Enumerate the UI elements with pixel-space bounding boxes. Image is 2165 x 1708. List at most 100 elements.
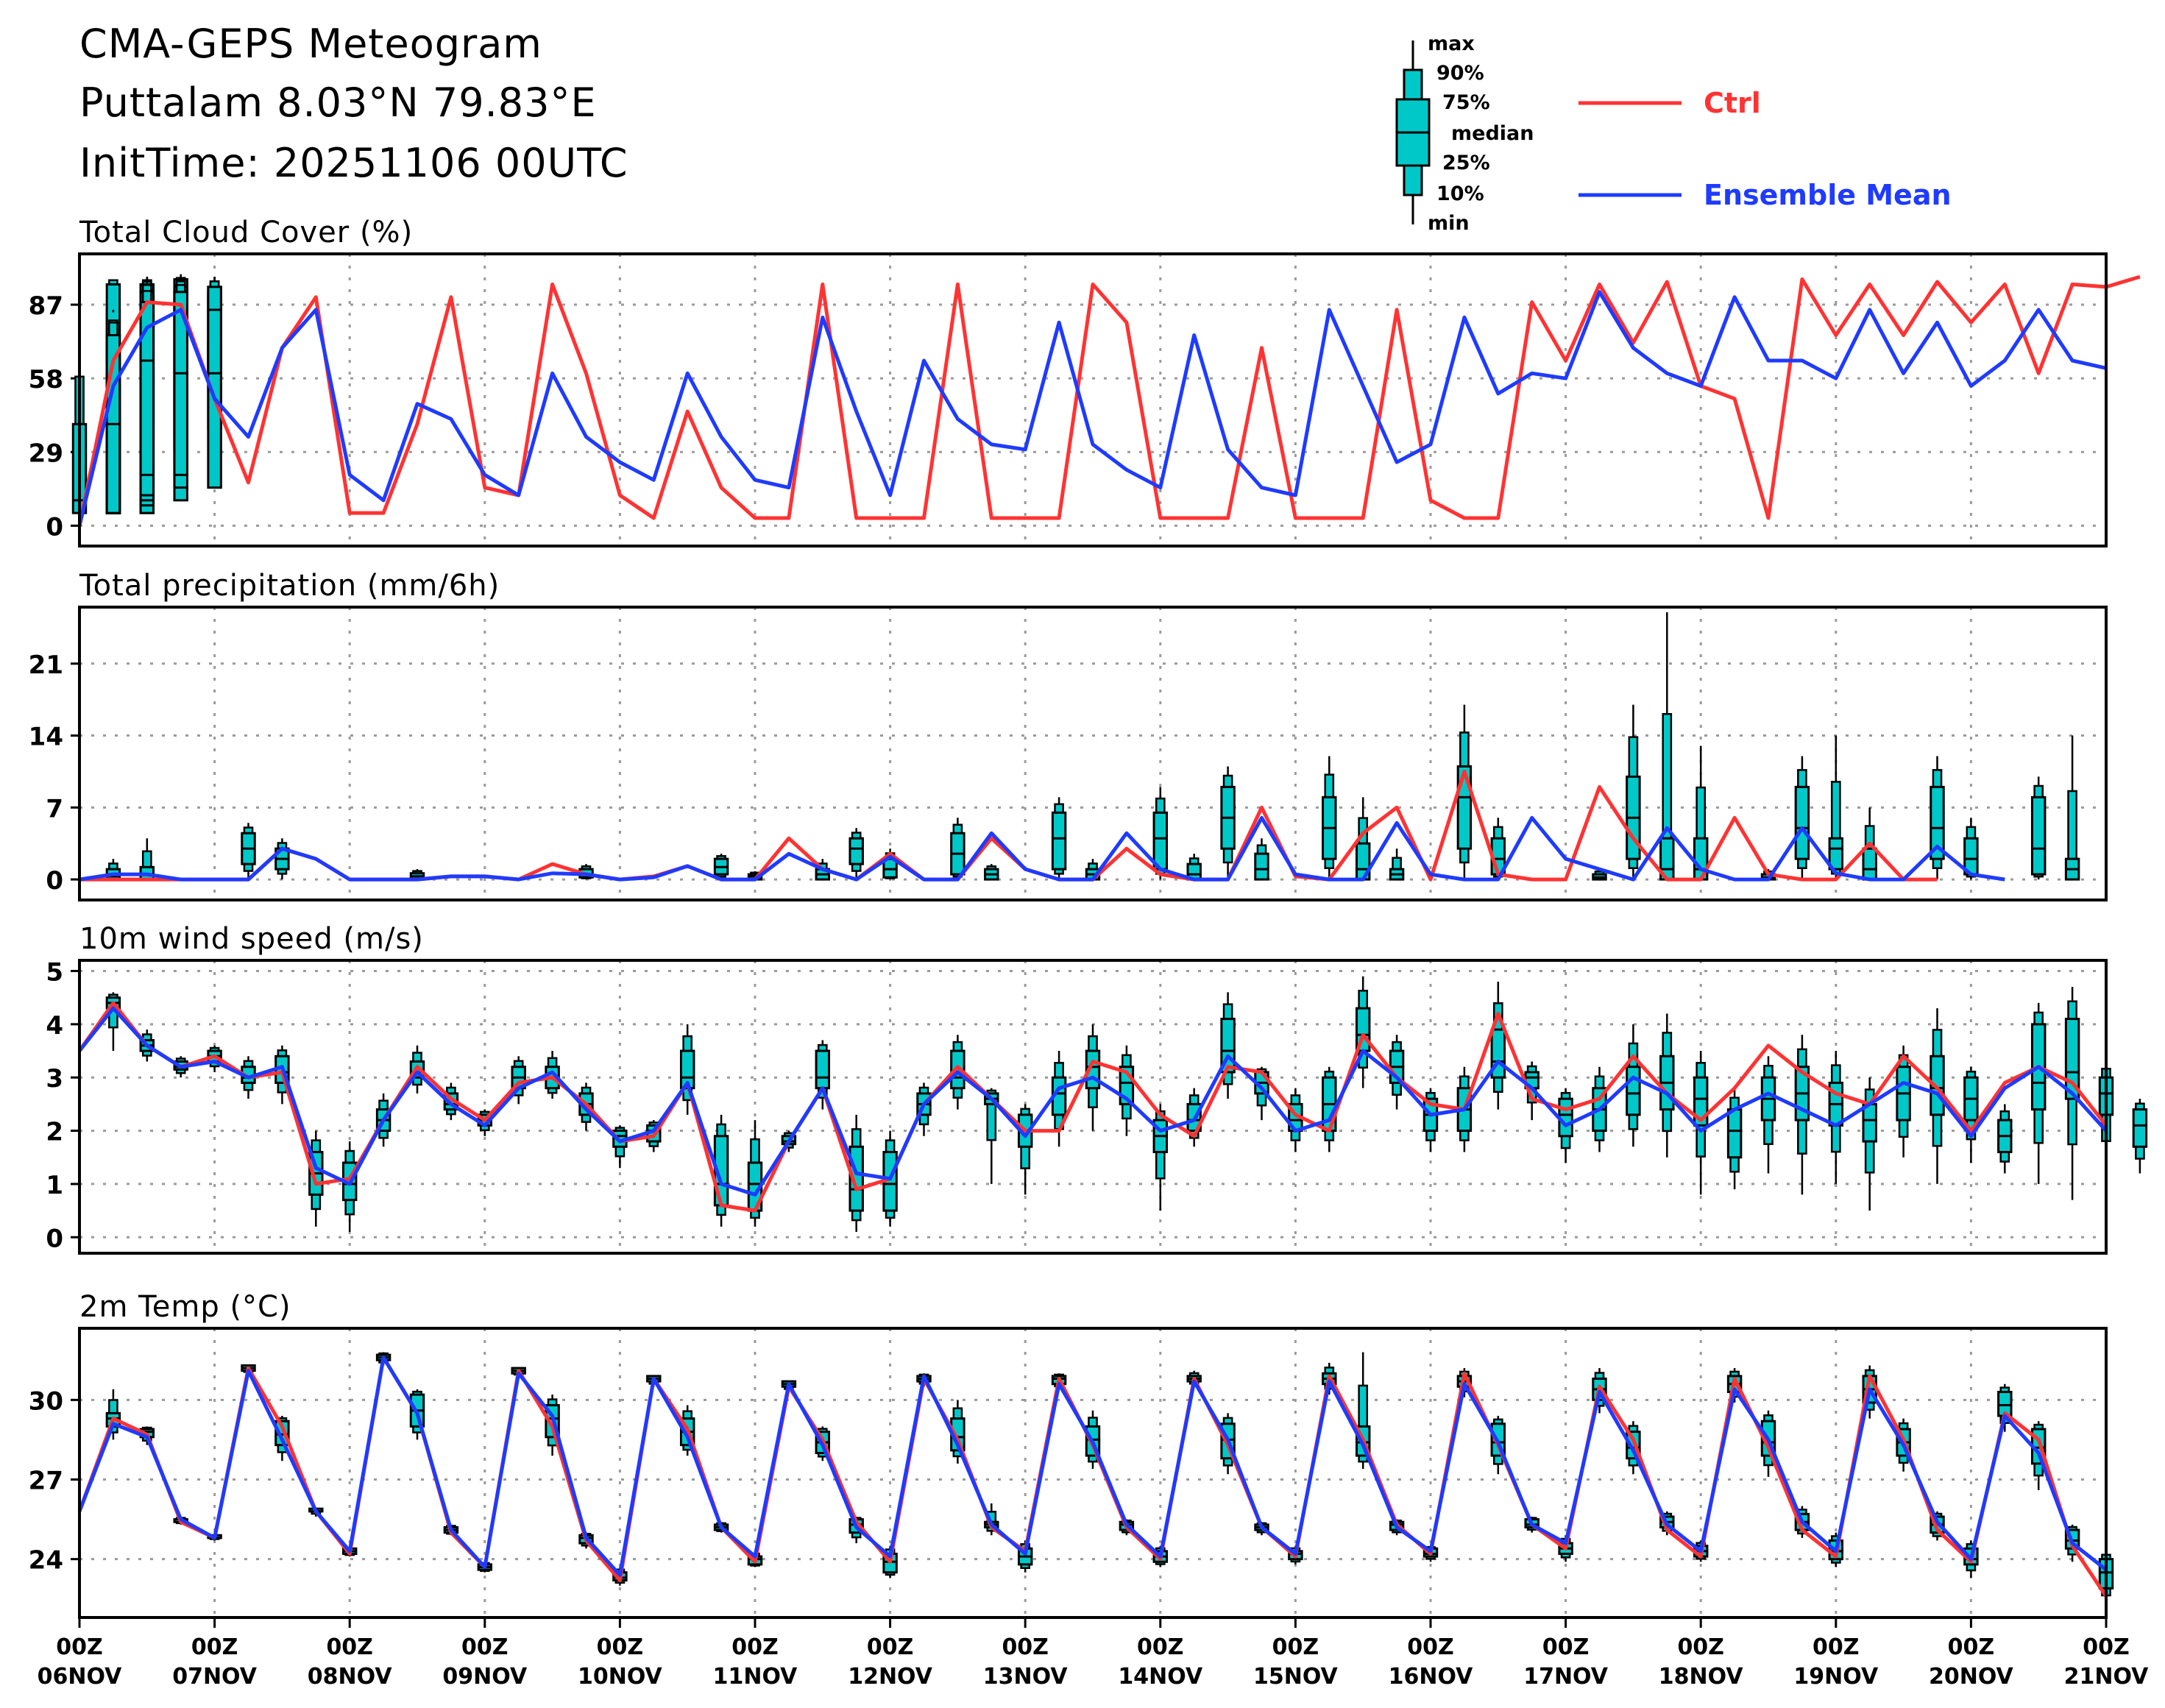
box-iqr [1726,1108,1743,1159]
box-iqr [207,286,222,375]
legend-box-label: max [1428,32,1475,55]
x-tick-label: 12NOV [848,1664,933,1690]
x-tick-label: 00Z [461,1634,509,1660]
box-iqr [1152,811,1169,871]
ensemble-mean-line [77,290,2107,526]
panel-title: Total Cloud Cover (%) [79,216,413,249]
chart-title: CMA-GEPS Meteogram [79,21,542,67]
y-tick-label: 30 [29,1386,63,1416]
ensemble-mean-line [79,815,2005,882]
y-tick-label: 3 [46,1064,63,1094]
box-iqr [848,837,864,865]
y-tick-label: 0 [46,866,63,896]
panel-frame [78,1327,2108,1619]
box-iqr [1693,1076,1709,1127]
init-time-label: InitTime: 20251106 00UTC [79,140,628,186]
legend-mean-label: Ensemble Mean [1704,179,1952,211]
panel-frame [78,252,2108,548]
x-tick-label: 08NOV [308,1664,393,1690]
ensemble-mean-line [77,1356,2108,1577]
y-tick-label: 2 [46,1118,63,1147]
box-iqr [2132,1108,2148,1148]
x-tick-label: 00Z [1813,1634,1860,1660]
x-tick-label: 07NOV [172,1664,258,1690]
box-iqr [1862,847,1877,881]
y-tick-label: 4 [46,1011,63,1041]
y-tick-label: 5 [46,957,63,987]
x-tick-label: 00Z [1272,1634,1319,1660]
x-tick-label: 00Z [1948,1634,1995,1660]
panel-title: 10m wind speed (m/s) [79,922,424,956]
x-tick-label: 15NOV [1253,1664,1339,1690]
x-tick-label: 11NOV [713,1664,798,1690]
x-tick-label: 16NOV [1389,1664,1474,1690]
y-tick-label: 87 [29,291,63,321]
x-tick-label: 00Z [1677,1634,1724,1660]
x-tick-label: 13NOV [983,1664,1069,1690]
x-tick-label: 00Z [1542,1634,1590,1660]
y-tick-label: 58 [29,365,63,394]
box-iqr [1254,852,1269,881]
ensemble-mean-line [78,1006,2108,1197]
legend-box-label: min [1428,212,1470,235]
x-tick-label: 00Z [597,1634,644,1660]
box-outer [1358,1384,1369,1463]
box-iqr [1862,1102,1877,1143]
legend-box-label: 90% [1436,62,1484,85]
ctrl-line [77,274,2141,526]
y-tick-label: 0 [46,1224,63,1253]
legend-box-label: median [1451,122,1534,145]
x-tick-label: 06NOV [38,1664,123,1690]
y-tick-label: 0 [46,512,63,542]
panel-frame [78,959,2108,1255]
x-tick-label: 00Z [191,1634,238,1660]
box-iqr [1828,837,1844,871]
ctrl-line [79,769,1938,882]
x-tick-label: 18NOV [1659,1664,1744,1690]
box-iqr [815,1049,831,1090]
legend-box-label: 75% [1442,91,1490,114]
box-iqr [1930,785,1945,860]
box-iqr [1558,1097,1573,1138]
x-tick-label: 00Z [326,1634,373,1660]
x-tick-label: 00Z [731,1634,779,1660]
box-iqr [1051,811,1067,871]
box-outer [986,1089,997,1141]
x-tick-label: 00Z [2083,1634,2130,1660]
x-tick-label: 20NOV [1929,1664,2014,1690]
y-tick-label: 7 [46,794,63,823]
box-iqr [1456,765,1473,850]
x-tick-label: 00Z [1137,1634,1184,1660]
legend-box-label: 25% [1442,152,1490,174]
x-tick-label: 19NOV [1793,1664,1879,1690]
box-iqr [2064,1018,2080,1100]
y-tick-label: 21 [29,651,63,680]
ctrl-line [77,1001,2108,1213]
x-tick-label: 14NOV [1118,1664,1203,1690]
box-iqr [1626,1066,1641,1116]
ctrl-line [77,1356,2108,1598]
box-iqr [2030,795,2047,876]
panel-frame [78,606,2108,901]
x-tick-label: 00Z [56,1634,103,1660]
y-tick-label: 1 [46,1171,63,1200]
x-tick-label: 10NOV [578,1664,663,1690]
legend-ctrl-label: Ctrl [1704,87,1761,119]
y-tick-label: 14 [29,723,63,752]
legend-box-label: 10% [1436,183,1484,205]
x-tick-label: 00Z [867,1634,914,1660]
location-label: Puttalam 8.03°N 79.83°E [79,79,597,126]
panel-title: 2m Temp (°C) [79,1290,291,1324]
box-iqr [1794,785,1810,860]
x-tick-label: 09NOV [442,1664,528,1690]
x-tick-label: 17NOV [1523,1664,1609,1690]
y-tick-label: 27 [29,1467,63,1496]
y-tick-label: 24 [29,1546,63,1576]
y-tick-label: 29 [29,439,63,468]
x-tick-label: 00Z [1002,1634,1049,1660]
panel-title: Total precipitation (mm/6h) [79,569,500,603]
x-tick-label: 21NOV [2064,1664,2150,1690]
box-iqr [173,291,188,476]
x-tick-label: 00Z [1407,1634,1454,1660]
